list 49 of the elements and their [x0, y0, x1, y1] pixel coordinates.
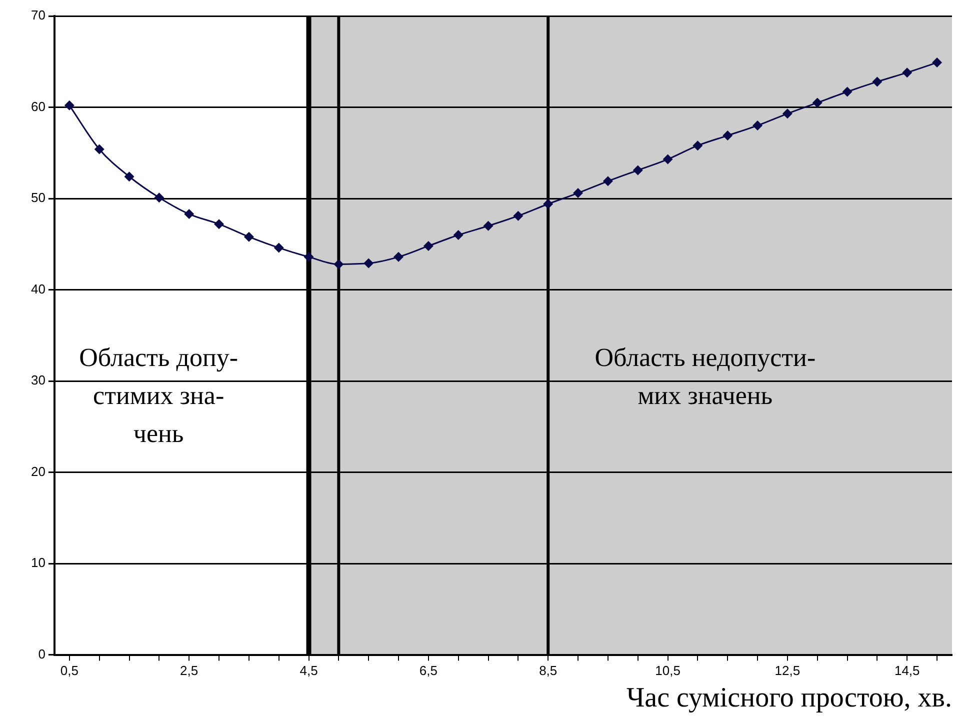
point — [184, 209, 194, 220]
point — [274, 242, 284, 253]
y-tick-label: 10 — [30, 555, 46, 570]
point — [483, 220, 494, 231]
y-tick-label: 60 — [30, 98, 46, 114]
point — [304, 252, 314, 262]
point — [94, 144, 104, 154]
x-tick-label: 14,5 — [894, 663, 920, 678]
y-tick-label: 50 — [30, 190, 46, 206]
point — [453, 230, 464, 240]
x-tick-label: 8,5 — [539, 663, 558, 678]
x-tick-label: 4,5 — [300, 663, 318, 678]
point — [423, 240, 434, 251]
point — [602, 176, 613, 186]
point — [154, 192, 164, 203]
point — [632, 165, 643, 176]
point — [932, 58, 942, 68]
x-axis-title: Час сумісного простою, хв. — [626, 682, 952, 714]
point — [394, 252, 404, 262]
point — [692, 140, 703, 151]
point — [722, 130, 733, 141]
point — [752, 120, 763, 131]
y-tick-label: 40 — [30, 281, 46, 296]
point — [364, 258, 374, 268]
x-tick-label: 12,5 — [774, 663, 800, 678]
x-tick-label: 0,5 — [60, 663, 78, 678]
x-tick-label: 10,5 — [655, 663, 680, 678]
point — [662, 154, 673, 164]
y-tick-label: 70 — [30, 8, 46, 23]
y-tick-label: 30 — [30, 372, 46, 388]
x-tick-label: 2,5 — [180, 663, 198, 678]
point — [782, 108, 792, 119]
point — [64, 100, 74, 110]
point — [812, 98, 822, 108]
point — [842, 86, 852, 97]
point — [513, 210, 524, 221]
x-tick-label: 6,5 — [419, 663, 438, 678]
y-tick-label: 0 — [38, 646, 46, 662]
point — [543, 198, 554, 209]
point — [872, 76, 882, 87]
point — [902, 68, 912, 78]
point — [124, 172, 134, 182]
y-tick-label: 20 — [30, 464, 46, 479]
point — [244, 232, 254, 242]
point — [334, 259, 344, 270]
point — [573, 188, 584, 198]
annotation: Область допу- стимих зна- чень — [79, 342, 238, 448]
point — [214, 219, 224, 230]
annotation: Область недопусти- мих значень — [594, 342, 816, 410]
